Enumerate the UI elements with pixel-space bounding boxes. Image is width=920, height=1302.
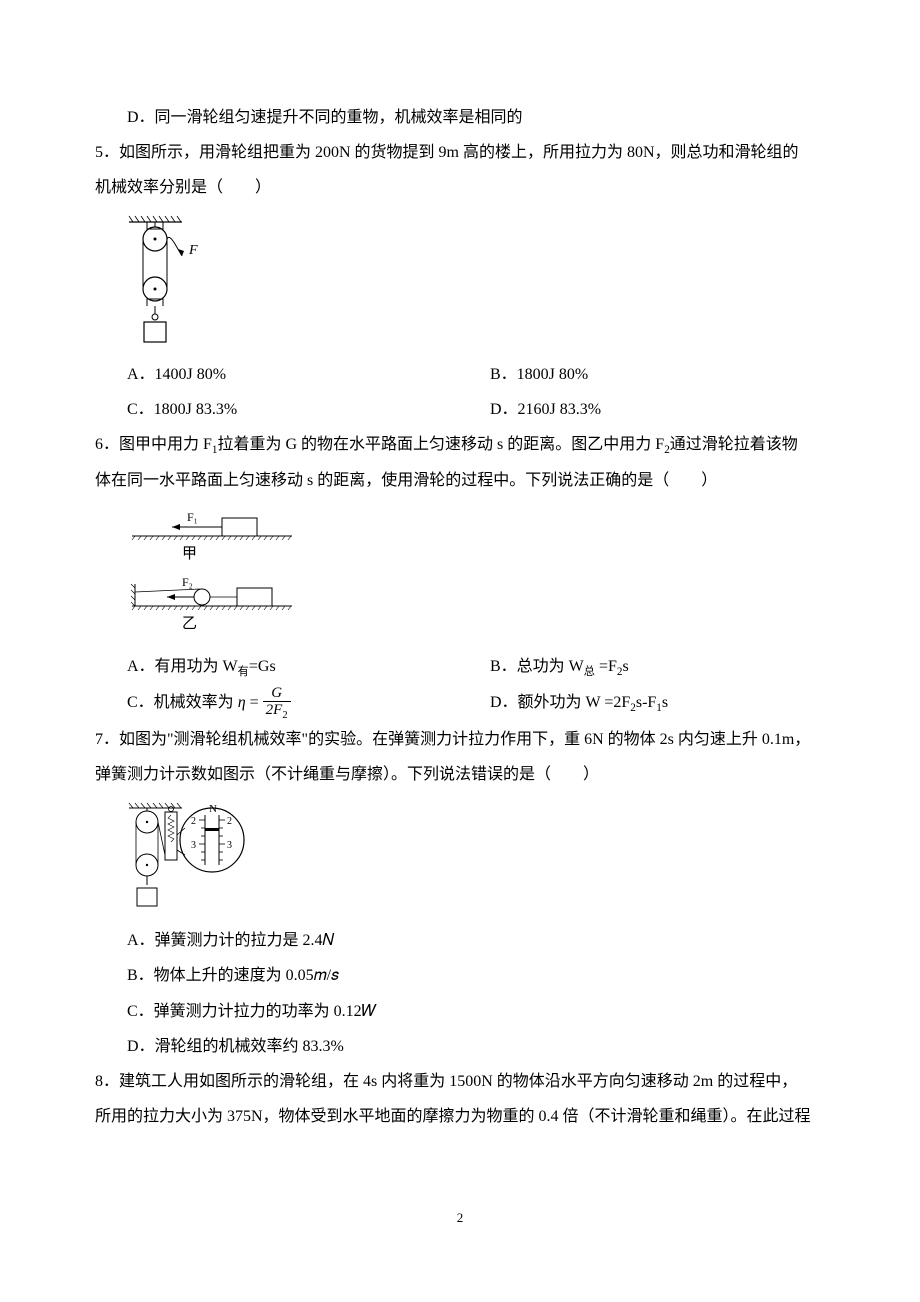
q6b-a: B．总功为 W [490,658,584,675]
q6-stem-2-text: 体在同一水平路面上匀速移动 s 的距离，使用滑轮的过程中。下列说法正确的是（ ） [95,472,717,489]
q7-option-b: B．物体上升的速度为 0.05𝑚/𝑠 [95,958,825,993]
scale-2-left: 2 [191,816,196,827]
q7-stem-2-text: 弹簧测力计示数如图示（不计绳重与摩擦）。下列说法错误的是（ ） [95,766,599,783]
q5-options-row-1: A．1400J 80% B．1800J 80% [95,357,825,392]
q6-s1a: 6．图甲中用力 F [95,436,212,453]
f2-label: F₂ [182,575,193,589]
q8-stem-2-text: 所用的拉力大小为 375N，物体受到水平地面的摩擦力为物重的 0.4 倍（不计滑… [95,1108,811,1125]
q6-s1c: 通过滑轮拉着该物 [670,436,798,453]
q5-stem-2: 机械效率分别是（ ） [95,170,825,205]
q6-s1b: 拉着重为 G 的物在水平路面上匀速移动 s 的距离。图乙中用力 F [218,436,665,453]
yi-label: 乙 [182,616,197,632]
q6b-c: s [622,658,628,675]
q6-stem-1: 6．图甲中用力 F1拉着重为 G 的物在水平路面上匀速移动 s 的距离。图乙中用… [95,427,825,463]
q4-option-d: D．同一滑轮组匀速提升不同的重物，机械效率是相同的 [95,100,825,135]
q6-options-row-2: C．机械效率为 η = G2F2 D．额外功为 W =2F2s-F1s [95,685,825,722]
q5-options-row-2: C．1800J 83.3% D．2160J 83.3% [95,392,825,427]
q6-option-d: D．额外功为 W =2F2s-F1s [490,685,825,722]
q7a: A．弹簧测力计的拉力是 2.4𝑁 [127,932,334,949]
q6a-b: =Gs [249,658,276,675]
q6c-num: G [263,685,291,703]
q6d-a: D．额外功为 W =2F [490,694,630,711]
page-number: 2 [95,1204,825,1233]
q6-option-c: C．机械效率为 η = G2F2 [127,685,490,722]
q6c-dena: 2F [266,702,283,718]
q7-stem-1: 7．如图为"测滑轮组机械效率"的实验。在弹簧测力计拉力作用下，重 6N 的物体 … [95,722,825,757]
q6-option-b: B．总功为 W总 =F2s [490,649,825,685]
q6-options-row-1: A．有用功为 W有=Gs B．总功为 W总 =F2s [95,649,825,685]
q6-stem-2: 体在同一水平路面上匀速移动 s 的距离，使用滑轮的过程中。下列说法正确的是（ ） [95,463,825,498]
force-label: F [188,243,198,258]
q7b: B．物体上升的速度为 0.05𝑚/𝑠 [127,967,339,984]
q5-option-d: D．2160J 83.3% [490,401,601,418]
q6c-densub: 2 [282,710,287,721]
q5-stem-1: 5．如图所示，用滑轮组把重为 200N 的货物提到 9m 高的楼上，所用拉力为 … [95,135,825,170]
q6a-a: A．有用功为 W [127,658,238,675]
scale-3-right: 3 [227,840,232,851]
q5-option-a: A．1400J 80% [127,366,226,383]
scale-2-right: 2 [227,816,232,827]
q4-option-d-text: D．同一滑轮组匀速提升不同的重物，机械效率是相同的 [127,109,523,126]
q6d-b: s-F [636,694,656,711]
q7-stem-1-text: 7．如图为"测滑轮组机械效率"的实验。在弹簧测力计拉力作用下，重 6N 的物体 … [95,731,810,748]
q6c-eq: = [246,694,263,711]
pulley-system-icon: F [127,214,207,349]
q6b-b: =F [595,658,617,675]
q6-option-a: A．有用功为 W有=Gs [127,649,490,685]
q6c-eta: η [238,694,246,711]
q5-diagram: F [95,206,825,357]
f1-label: F₁ [187,510,198,524]
q7d: D．滑轮组的机械效率约 83.3% [127,1038,344,1055]
jia-label: 甲 [182,546,197,562]
q5-stem-1-text: 5．如图所示，用滑轮组把重为 200N 的货物提到 9m 高的楼上，所用拉力为 … [95,144,799,161]
q5-option-b: B．1800J 80% [490,366,588,383]
q7c: C．弹簧测力计拉力的功率为 0.12𝑊 [127,1003,377,1020]
q6a-sub: 有 [238,666,249,678]
q5-option-c: C．1800J 83.3% [127,401,237,418]
q7-diagram: N 2 2 3 3 [95,792,825,923]
n-label: N [209,803,217,815]
q6-diagram: F₁ 甲 F₂ [95,498,825,649]
q8-stem-1: 8．建筑工人用如图所示的滑轮组，在 4s 内将重为 1500N 的物体沿水平方向… [95,1064,825,1099]
q7-option-c: C．弹簧测力计拉力的功率为 0.12𝑊 [95,994,825,1029]
scale-3-left: 3 [191,840,196,851]
q8-stem-2: 所用的拉力大小为 375N，物体受到水平地面的摩擦力为物重的 0.4 倍（不计滑… [95,1099,825,1134]
q6b-sub: 总 [584,666,595,678]
q6d-c: s [662,694,668,711]
q7-stem-2: 弹簧测力计示数如图示（不计绳重与摩擦）。下列说法错误的是（ ） [95,757,825,792]
q6c-a: C．机械效率为 [127,694,238,711]
q7-option-d: D．滑轮组的机械效率约 83.3% [95,1029,825,1064]
friction-pulley-icon: F₁ 甲 F₂ [127,506,302,641]
q5-stem-2-text: 机械效率分别是（ ） [95,179,271,196]
q7-option-a: A．弹簧测力计的拉力是 2.4𝑁 [95,923,825,958]
spring-scale-pulley-icon: N 2 2 3 3 [127,800,252,915]
q8-stem-1-text: 8．建筑工人用如图所示的滑轮组，在 4s 内将重为 1500N 的物体沿水平方向… [95,1073,797,1090]
